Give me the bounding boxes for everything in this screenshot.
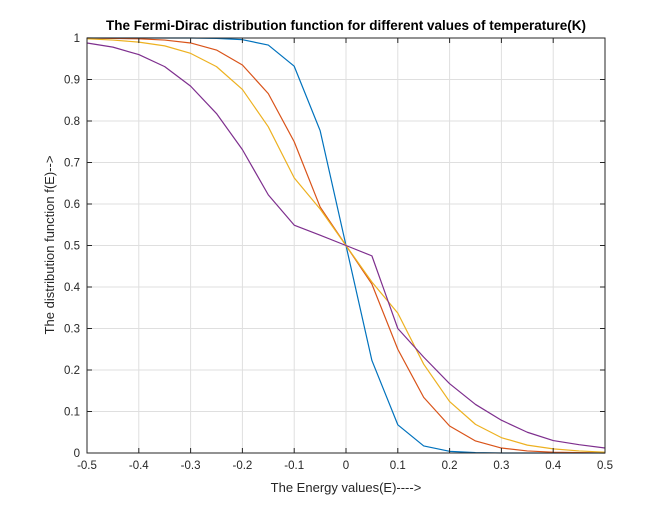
y-tick-label: 0 (74, 448, 80, 460)
chart-title: The Fermi-Dirac distribution function fo… (106, 18, 586, 33)
x-tick-label: -0.4 (129, 460, 149, 472)
x-tick-labels: -0.5 -0.4 -0.3 -0.2 -0.1 0 0.1 0.2 0.3 0.4 0.5 (77, 460, 613, 472)
x-tick-label: 0.3 (493, 460, 509, 472)
x-tick-label: 0.4 (545, 460, 562, 472)
y-tick-label: 0.5 (64, 241, 80, 253)
ticks (86, 37, 606, 454)
y-tick-label: 1 (74, 33, 80, 45)
y-axis-label: The distribution function f(E)--> (42, 156, 57, 335)
y-tick-labels: 0 0.1 0.2 0.3 0.4 0.5 0.6 0.7 0.8 0.9 1 (64, 33, 81, 460)
x-tick-label: 0 (343, 460, 349, 472)
x-tick-label: -0.1 (284, 460, 304, 472)
y-tick-label: 0.7 (64, 158, 80, 170)
x-tick-label: 0.2 (442, 460, 458, 472)
x-tick-label: 0.1 (390, 460, 406, 472)
x-tick-label: -0.5 (77, 460, 97, 472)
series-line-4 (86, 42, 606, 449)
y-tick-label: 0.9 (64, 75, 80, 87)
y-tick-label: 0.2 (64, 365, 80, 377)
y-tick-label: 0.6 (64, 199, 80, 211)
x-tick-label: 0.5 (597, 460, 613, 472)
y-tick-label: 0.8 (64, 116, 80, 128)
y-tick-label: 0.3 (64, 324, 80, 336)
y-tick-label: 0.1 (64, 407, 80, 419)
x-tick-label: -0.2 (232, 460, 252, 472)
x-axis-label: The Energy values(E)----> (271, 480, 422, 495)
y-tick-label: 0.4 (64, 282, 81, 294)
x-tick-label: -0.3 (181, 460, 201, 472)
